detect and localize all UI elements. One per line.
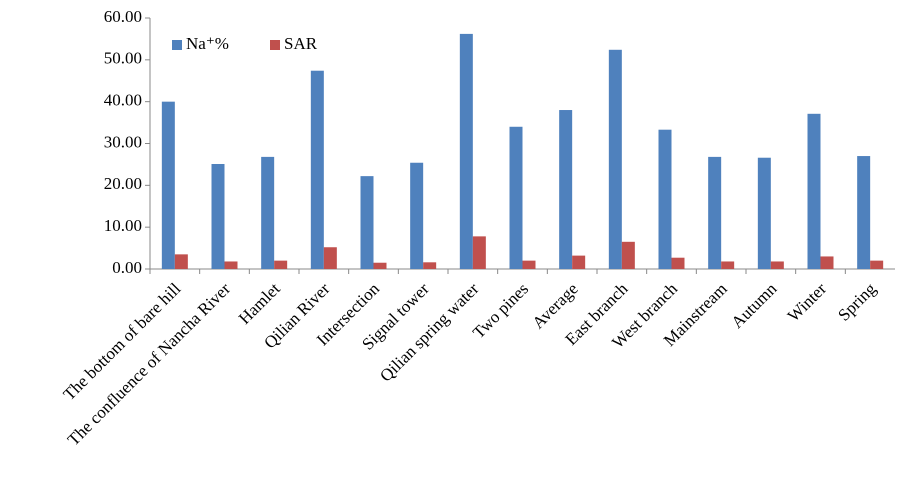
bar	[820, 256, 834, 269]
bar	[360, 176, 374, 269]
bar	[161, 101, 175, 270]
legend-swatch	[172, 40, 182, 50]
bar	[410, 162, 424, 269]
y-tick-label: 0.00	[112, 258, 142, 277]
bar	[274, 260, 288, 269]
bar	[224, 261, 238, 269]
y-tick-label: 50.00	[104, 49, 142, 68]
y-tick-label: 10.00	[104, 216, 142, 235]
legend-swatch	[270, 40, 280, 50]
y-tick-label: 60.00	[104, 7, 142, 26]
bar	[323, 247, 337, 269]
bar	[721, 261, 735, 269]
x-tick-label: Autumn	[728, 279, 781, 332]
bar	[608, 49, 622, 269]
bar	[621, 241, 635, 269]
bar	[572, 255, 586, 269]
bar	[459, 33, 473, 269]
bar	[310, 70, 324, 270]
x-tick-label: Hamlet	[235, 279, 284, 328]
x-tick-label: Winter	[784, 279, 831, 326]
y-tick-label: 40.00	[104, 91, 142, 110]
bar	[373, 262, 387, 269]
bar	[522, 260, 536, 269]
bar	[211, 163, 225, 269]
bar	[509, 126, 523, 270]
y-tick-label: 20.00	[104, 174, 142, 193]
y-tick-label: 30.00	[104, 132, 142, 151]
bar	[770, 261, 784, 269]
legend-label: Na⁺%	[186, 34, 229, 53]
bar	[708, 156, 722, 269]
bar	[658, 129, 672, 269]
bar	[757, 157, 771, 269]
legend-label: SAR	[284, 34, 318, 53]
bar	[857, 156, 871, 269]
x-tick-label: Two pines	[469, 279, 532, 342]
bar	[870, 260, 884, 269]
x-tick-label: Spring	[834, 279, 880, 325]
bar	[472, 236, 486, 269]
bar	[671, 257, 685, 269]
bar	[423, 262, 437, 269]
bar	[174, 254, 188, 269]
bar	[261, 156, 275, 269]
bar	[807, 113, 821, 269]
bar	[559, 110, 573, 270]
